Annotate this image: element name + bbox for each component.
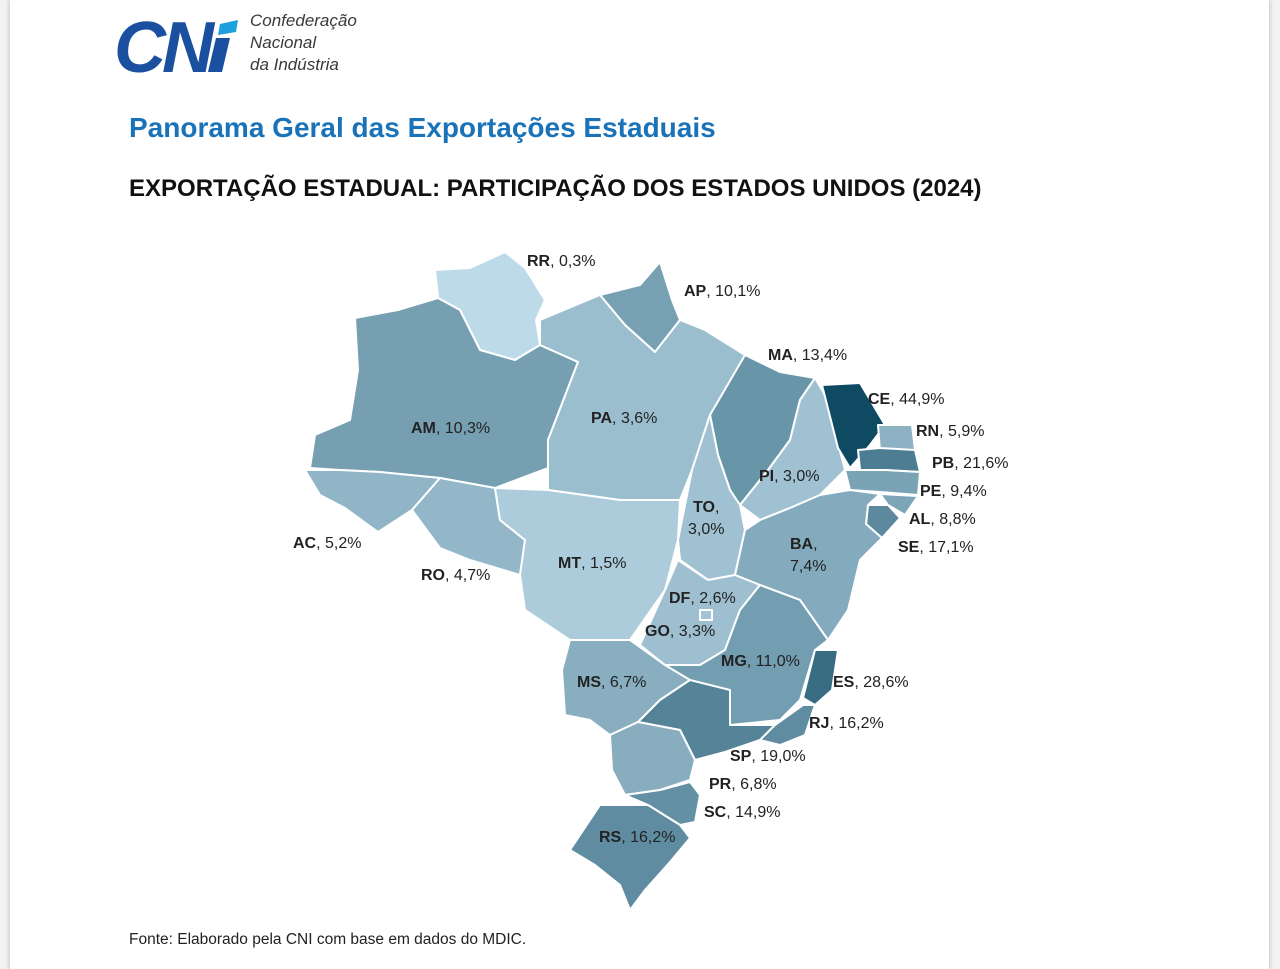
logo-line-1: Confederação [250,11,357,30]
label-RR: RR, 0,3% [527,253,596,270]
label-PR: PR, 6,8% [709,776,777,793]
page-edge-right [1269,0,1280,969]
label-AC: AC, 5,2% [293,535,362,552]
label-DF: DF, 2,6% [669,590,736,607]
label-PE: PE, 9,4% [920,483,987,500]
label-GO: GO, 3,3% [645,623,716,640]
label-PB: PB, 21,6% [932,455,1009,472]
label-SP: SP, 19,0% [730,748,806,765]
state-RJ[interactable] [759,704,816,746]
cni-logo-mark: CN [114,8,238,78]
state-RS[interactable] [569,804,691,911]
label-CE: CE, 44,9% [868,391,945,408]
state-AL[interactable] [879,493,919,516]
source-note: Fonte: Elaborado pela CNI com base em da… [129,931,527,948]
label-AL: AL, 8,8% [909,511,976,528]
state-PR[interactable] [609,721,696,796]
label-TO: TO, 3,0% [688,499,725,538]
cni-logo: CN Confederação Nacional da Indústria [112,8,372,80]
state-ES[interactable] [802,649,839,706]
label-PA: PA, 3,6% [591,410,658,427]
logo-line-3: da Indústria [250,55,339,74]
state-CE[interactable] [821,382,886,469]
logo-line-2: Nacional [250,33,317,52]
page-title: Panorama Geral das Exportações Estaduais [129,112,716,143]
label-BA: BA, 7,4% [790,536,827,575]
svg-text:CN: CN [114,8,216,78]
page-edge-left [0,0,10,969]
label-MG: MG, 11,0% [721,653,800,670]
state-PB[interactable] [857,447,921,473]
label-SC: SC, 14,9% [704,804,781,821]
label-MS: MS, 6,7% [577,674,647,691]
label-AP: AP, 10,1% [684,283,761,300]
label-MA: MA, 13,4% [768,347,848,364]
label-ES: ES, 28,6% [833,674,909,691]
label-AM: AM, 10,3% [411,420,491,437]
label-PI: PI, 3,0% [759,468,820,485]
map-title: EXPORTAÇÃO ESTADUAL: PARTICIPAÇÃO DOS ES… [129,175,982,202]
logo-wordmark: Confederação Nacional da Indústria [250,10,357,76]
state-DF[interactable] [699,609,713,621]
label-RO: RO, 4,7% [421,567,491,584]
label-RJ: RJ, 16,2% [809,715,884,732]
label-RN: RN, 5,9% [916,423,985,440]
label-MT: MT, 1,5% [558,555,627,572]
label-RS: RS, 16,2% [599,829,676,846]
label-SE: SE, 17,1% [898,539,974,556]
